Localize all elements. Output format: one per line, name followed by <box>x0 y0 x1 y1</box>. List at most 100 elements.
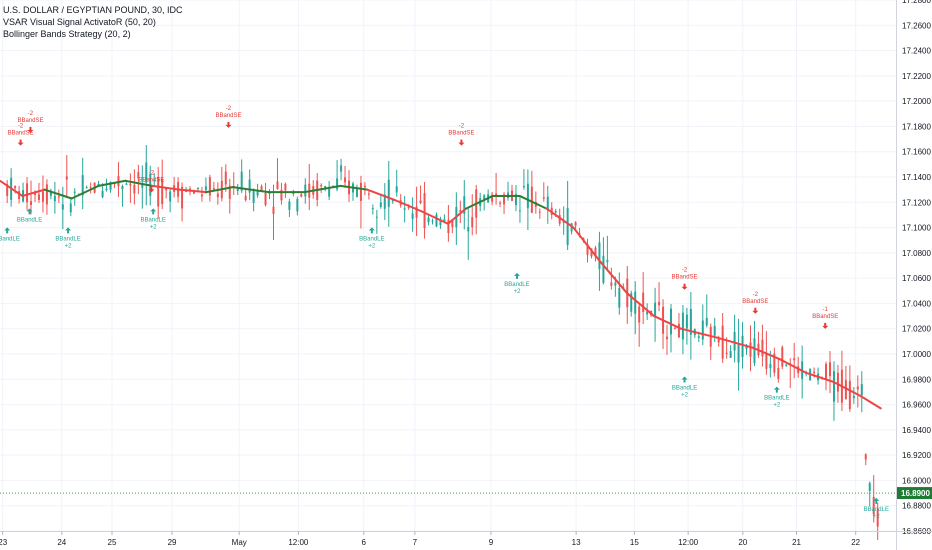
candle-body <box>610 282 613 286</box>
signal-label: BBandLE <box>55 236 80 242</box>
signal-qty: -2 <box>28 111 34 117</box>
candle-body <box>590 248 593 257</box>
candle-body <box>483 195 486 200</box>
candle-body <box>73 191 76 193</box>
signal-label: BBandLE <box>359 236 384 242</box>
signal-label: BBandLE <box>764 396 789 402</box>
candle-body <box>566 208 569 246</box>
candle-body <box>721 325 724 359</box>
candle-body <box>236 188 239 191</box>
candle-body <box>375 216 378 218</box>
signal-label: BBandSE <box>742 299 768 305</box>
candle-body <box>669 308 672 335</box>
candle-body <box>658 301 661 306</box>
signal-qty: +2 <box>368 243 376 249</box>
candle-body <box>745 345 748 349</box>
candle-body <box>65 176 68 180</box>
vsar-segment <box>0 179 24 197</box>
candle-body <box>852 395 855 399</box>
candle-body <box>697 336 700 338</box>
y-tick-label: 16.9600 <box>902 401 931 410</box>
candle-body <box>832 371 835 402</box>
candle-body <box>574 222 577 226</box>
signal-qty: -2 <box>18 124 24 130</box>
price-axis[interactable]: 16.860016.880016.900016.920016.940016.96… <box>896 0 932 550</box>
y-tick-label: 17.2200 <box>902 72 931 81</box>
vsar-segment <box>420 210 449 225</box>
candle-body <box>228 185 231 199</box>
y-tick-label: 16.9000 <box>902 476 931 485</box>
candle-body <box>542 197 545 199</box>
long-entry-arrow-icon <box>873 497 880 504</box>
time-axis[interactable]: 23 24 25 29 May 12:00 6 7 9 13 15 12:00 20 21 22 <box>0 531 932 547</box>
candle-body <box>677 323 680 338</box>
candle-body <box>284 183 287 191</box>
candle-body <box>367 193 370 195</box>
candle-body <box>654 302 657 318</box>
candle-body <box>785 364 788 366</box>
candle-body <box>646 311 649 315</box>
candle-body <box>276 181 279 190</box>
vsar-segment <box>97 179 127 187</box>
candle-body <box>383 194 386 209</box>
vsar-segment <box>43 188 73 200</box>
vsar-segment <box>859 394 882 410</box>
candle-body <box>435 214 438 227</box>
x-tick-label: 7 <box>413 538 418 547</box>
candle-body <box>89 187 92 189</box>
x-tick-label: 25 <box>108 538 117 547</box>
candle-body <box>526 183 529 209</box>
candle-body <box>761 339 764 357</box>
x-tick-label: 23 <box>0 538 8 547</box>
candle-body <box>713 325 716 336</box>
candle-body <box>240 171 243 191</box>
y-tick-label: 16.9200 <box>902 451 931 460</box>
x-tick-label: May <box>232 538 247 547</box>
long-entry-arrow-icon <box>65 227 72 234</box>
candle-body <box>304 184 307 197</box>
candle-body <box>467 227 470 232</box>
candle-body <box>864 454 867 460</box>
candle-body <box>522 185 525 188</box>
candle-body <box>749 342 752 357</box>
candle-body <box>530 186 533 213</box>
signal-label: BBandSE <box>138 177 164 183</box>
candle-body <box>518 210 521 212</box>
candle-body <box>411 213 414 219</box>
candle-body <box>848 380 851 410</box>
y-tick-label: 17.0400 <box>902 299 931 308</box>
y-tick-label: 17.0200 <box>902 325 931 334</box>
y-tick-label: 17.2800 <box>902 0 931 5</box>
candle-body <box>121 186 124 190</box>
candle-body <box>53 195 56 202</box>
candle-body <box>737 344 740 363</box>
candle-body <box>125 183 128 185</box>
candle-body <box>499 202 502 204</box>
candle-body <box>773 353 776 373</box>
strategy-signals: BBandLEBBandLE-2BBandSE-2BBandSEBBandLE+… <box>0 106 889 520</box>
candle-body <box>101 191 104 198</box>
candle-body <box>443 219 446 222</box>
candle-body <box>37 194 40 200</box>
candle-body <box>765 353 768 369</box>
candle-body <box>300 194 303 197</box>
candle-body <box>459 210 462 212</box>
candle-body <box>336 178 339 190</box>
candle-body <box>666 336 669 340</box>
signal-qty: -2 <box>753 292 759 298</box>
y-tick-label: 16.9800 <box>902 375 931 384</box>
candle-body <box>602 255 605 283</box>
candle-body <box>272 206 275 214</box>
candle-body <box>868 483 871 491</box>
x-tick-label: 24 <box>57 538 66 547</box>
candle-body <box>538 211 541 213</box>
candle-body <box>471 217 474 228</box>
vsar-segment <box>464 194 494 210</box>
short-entry-arrow-icon <box>225 121 232 128</box>
candle-body <box>145 162 148 183</box>
signal-label: BBandLE <box>141 217 166 223</box>
candle-body <box>642 292 645 312</box>
candle-body <box>340 165 343 172</box>
signal-label: BBandSE <box>672 275 698 281</box>
